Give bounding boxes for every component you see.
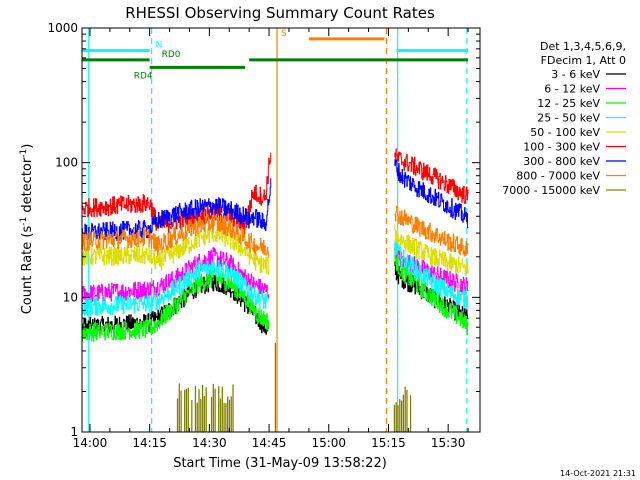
x-tick-label: 14:30 (192, 436, 227, 450)
series-line (394, 148, 469, 204)
status-bar-label: RD0 (162, 50, 181, 60)
legend-label: 50 - 100 keV (530, 126, 600, 139)
y-tick-label: 1 (70, 425, 78, 439)
status-bar-label: RD4 (134, 71, 153, 81)
legend-label: 800 - 7000 keV (516, 170, 600, 183)
x-tick-label: 15:15 (371, 436, 406, 450)
legend-label: 100 - 300 keV (523, 141, 600, 154)
plot-frame (81, 27, 481, 433)
y-tick-label: 100 (55, 156, 78, 170)
x-axis-label: Start Time (31-May-09 13:58:22) (173, 456, 387, 471)
series-line (82, 225, 270, 275)
y-label-part-3: ) (20, 144, 35, 149)
status-bar-label: N (156, 41, 163, 51)
series-line (82, 178, 272, 242)
series-line (82, 260, 270, 317)
legend-label: 6 - 12 keV (544, 83, 600, 96)
series-line (394, 224, 469, 276)
series-line (82, 213, 270, 258)
y-label-sup-2: -1 (19, 149, 29, 158)
y-label-sup-1: -1 (19, 217, 29, 226)
series-line (82, 152, 272, 234)
x-tick-label: 14:45 (252, 436, 287, 450)
y-label-part-1: Count Rate (s (20, 226, 35, 315)
legend-label: 300 - 800 keV (523, 155, 600, 168)
legend-header-2: FDecim 1, Att 0 (541, 54, 626, 67)
series-lines (82, 148, 469, 342)
legend: Det 1,3,4,5,6,9, FDecim 1, Att 0 3 - 6 k… (502, 40, 626, 197)
legend-label: 7000 - 15000 keV (502, 184, 600, 197)
legend-label: 12 - 25 keV (537, 97, 600, 110)
y-axis-label: Count Rate (s-1 detector-1) (19, 144, 35, 315)
series-line (394, 249, 469, 336)
series-line (394, 205, 469, 257)
axes: 14:00 14:15 14:30 14:45 15:00 15:15 15:30 1 10 10… (47, 21, 481, 450)
status-bar-label: S (281, 29, 287, 39)
y-tick-label: 1000 (47, 21, 78, 35)
x-tick-label: 14:00 (73, 436, 108, 450)
y-tick-label: 10 (63, 290, 78, 304)
attenuator-spikes (176, 342, 412, 432)
series-line (394, 239, 469, 310)
x-tick-label: 15:00 (311, 436, 346, 450)
x-tick-label: 14:15 (132, 436, 167, 450)
timestamp: 14-Oct-2021 21:31 (560, 469, 636, 478)
x-tick-label: 15:30 (431, 436, 466, 450)
y-label-part-2: detector (20, 157, 35, 217)
legend-label: 25 - 50 keV (537, 112, 600, 125)
chart-title: RHESSI Observing Summary Count Rates (125, 4, 435, 22)
legend-header-1: Det 1,3,4,5,6,9, (540, 40, 626, 53)
mode-boundaries (88, 28, 468, 432)
legend-label: 3 - 6 keV (551, 68, 600, 81)
series-line (394, 159, 469, 229)
series-line (82, 268, 270, 342)
